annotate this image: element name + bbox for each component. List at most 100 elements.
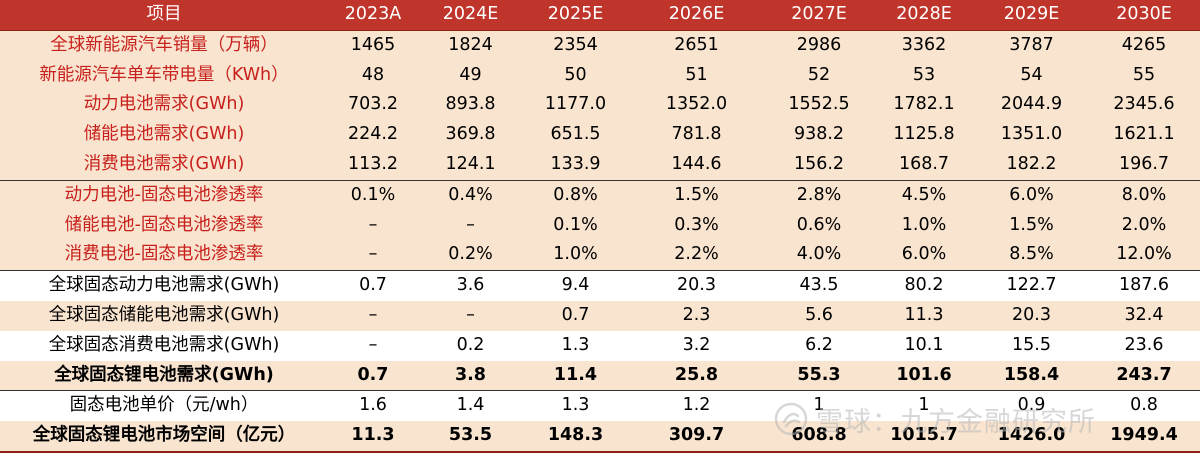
value-cell: 309.7: [628, 421, 765, 453]
row-label: 储能电池-固态电池渗透率: [0, 210, 328, 241]
value-cell: 158.4: [975, 360, 1088, 391]
row-label: 全球新能源汽车销量（万辆）: [0, 30, 328, 61]
value-cell: –: [368, 334, 378, 355]
value-cell: 10.1: [904, 334, 944, 355]
value-cell: 187.6: [1088, 270, 1200, 301]
header-cell-year: 2027E: [765, 0, 873, 31]
value-cell: 0.6%: [765, 210, 873, 241]
header-cell-year: 2025E: [523, 0, 628, 31]
row-label: 新能源汽车单车带电量（KWh）: [0, 60, 328, 91]
value-cell: 0.7: [328, 270, 418, 301]
table-row: 全球新能源汽车销量（万辆） 1465 1824 2354 2651 2986 3362 378…: [0, 30, 1200, 61]
value-cell: 6.0%: [975, 179, 1088, 211]
value-cell: 32.4: [1088, 300, 1200, 331]
value-cell: 122.7: [975, 270, 1088, 301]
value-cell: 11.4: [523, 360, 628, 391]
value-cell: 1.0%: [873, 210, 975, 241]
value-cell: 124.1: [418, 149, 523, 181]
header-cell-year: 2024E: [418, 0, 523, 31]
value-cell: 8.5%: [975, 240, 1088, 271]
header-cell-year: 2030E: [1088, 0, 1200, 31]
table-row: 储能电池-固态电池渗透率 – –0.1% 0.3% 0.6% 1.0% 1.5% 2.0%: [0, 210, 1200, 241]
value-cell: 4.0%: [765, 240, 873, 271]
value-cell: 54: [975, 60, 1088, 91]
value-cell: 6.2: [805, 334, 833, 355]
value-cell: 20.3: [628, 270, 765, 301]
value-cell: 23.6: [1124, 334, 1164, 355]
value-cell: 0.9: [975, 390, 1088, 422]
value-cell: 1.6: [328, 390, 418, 422]
value-cell: 80.2: [873, 270, 975, 301]
value-cell: 101.6: [873, 360, 975, 391]
value-cell: 0.2: [456, 334, 485, 355]
value-cell: 3.8: [418, 360, 523, 391]
value-cell: 1: [873, 390, 975, 422]
table-row: 全球固态锂电池市场空间（亿元） 11.3 53.5 148.3 309.7 608.8 10…: [0, 421, 1200, 453]
table-row: 动力电池需求(GWh) 703.2 893.8 1177.0 1352.0 1552.5 1…: [0, 90, 1200, 121]
row-label: 全球固态消费电池需求(GWh): [48, 334, 280, 355]
value-cell: 369.8: [418, 120, 523, 150]
value-cell: 3787: [975, 30, 1088, 61]
value-cell: 2.8%: [765, 179, 873, 211]
value-cell: 53: [873, 60, 975, 91]
value-cell: 0.2%: [418, 240, 523, 271]
table-row: 消费电池-固态电池渗透率 –0.2% 1.0% 2.2% 4.0% 6.0% 8.5% 12.…: [0, 240, 1200, 271]
value-cell: 0.1%: [523, 210, 628, 241]
value-cell: –: [328, 300, 418, 331]
value-cell: 0.1%: [328, 179, 418, 211]
value-cell: 48: [328, 60, 418, 91]
value-cell: 52: [765, 60, 873, 91]
value-cell: 148.3: [523, 421, 628, 453]
row-label: 消费电池-固态电池渗透率: [0, 240, 328, 271]
table-row: 全球固态动力电池需求(GWh) 0.7 3.6 9.4 20.3 43.5 80.2 122.…: [0, 270, 1200, 301]
value-cell: 1824: [418, 30, 523, 61]
value-cell: 1125.8: [873, 120, 975, 150]
value-cell: 1.5%: [975, 210, 1088, 241]
value-cell: 1.3: [523, 390, 628, 422]
value-cell: 0.8: [1088, 390, 1200, 422]
value-cell: 4.5%: [873, 179, 975, 211]
value-cell: 1782.1: [873, 90, 975, 121]
value-cell: 51: [628, 60, 765, 91]
value-cell: 144.6: [628, 149, 765, 181]
value-cell: 25.8: [628, 360, 765, 391]
value-cell: 2986: [765, 30, 873, 61]
table-row: 固态电池单价（元/wh） 1.6 1.4 1.3 1.2 1 1 0.9 0.8: [0, 390, 1200, 422]
value-cell: 20.3: [975, 300, 1088, 331]
value-cell: –: [328, 240, 418, 271]
value-cell: 2044.9: [975, 90, 1088, 121]
value-cell: –: [418, 300, 523, 331]
value-cell: 55.3: [765, 360, 873, 391]
value-cell: 15.5: [1012, 334, 1051, 355]
value-cell: 2345.6: [1088, 90, 1200, 121]
value-cell: 1015.7: [873, 421, 975, 453]
value-cell: 133.9: [523, 149, 628, 181]
value-cell: 2.0%: [1088, 210, 1200, 241]
table-row: 新能源汽车单车带电量（KWh） 48 49 50 51 52 53 54 55: [0, 60, 1200, 91]
value-cell: 2.2%: [628, 240, 765, 271]
value-cell: –: [418, 210, 523, 241]
value-cell: 651.5: [523, 120, 628, 150]
value-cell: 196.7: [1088, 149, 1200, 181]
value-cell: 0.3%: [628, 210, 765, 241]
value-cell: 938.2: [765, 120, 873, 150]
value-cell: 703.2: [328, 90, 418, 121]
header-row: 项目 2023A 2024E 2025E 2026E 2027E 2028E 2…: [0, 0, 1200, 31]
row-label: 全球固态锂电池需求(GWh): [0, 360, 328, 391]
value-cell: 156.2: [765, 149, 873, 181]
value-cell: 5.6: [765, 300, 873, 331]
value-cell: 6.0%: [873, 240, 975, 271]
row-label: 全球固态储能电池需求(GWh): [0, 300, 328, 331]
value-cell: 3362: [873, 30, 975, 61]
value-cell: 1.2: [628, 390, 765, 422]
value-cell: 1621.1: [1088, 120, 1200, 150]
value-cell: 49: [418, 60, 523, 91]
value-cell: 0.4%: [418, 179, 523, 211]
header-cell-year: 2029E: [975, 0, 1088, 31]
value-cell: 1177.0: [523, 90, 628, 121]
row-label: 全球固态锂电池市场空间（亿元）: [0, 421, 328, 453]
table-row: 储能电池需求(GWh) 224.2 369.8 651.5 781.8 938.2 1125…: [0, 120, 1200, 150]
value-cell: 1352.0: [628, 90, 765, 121]
